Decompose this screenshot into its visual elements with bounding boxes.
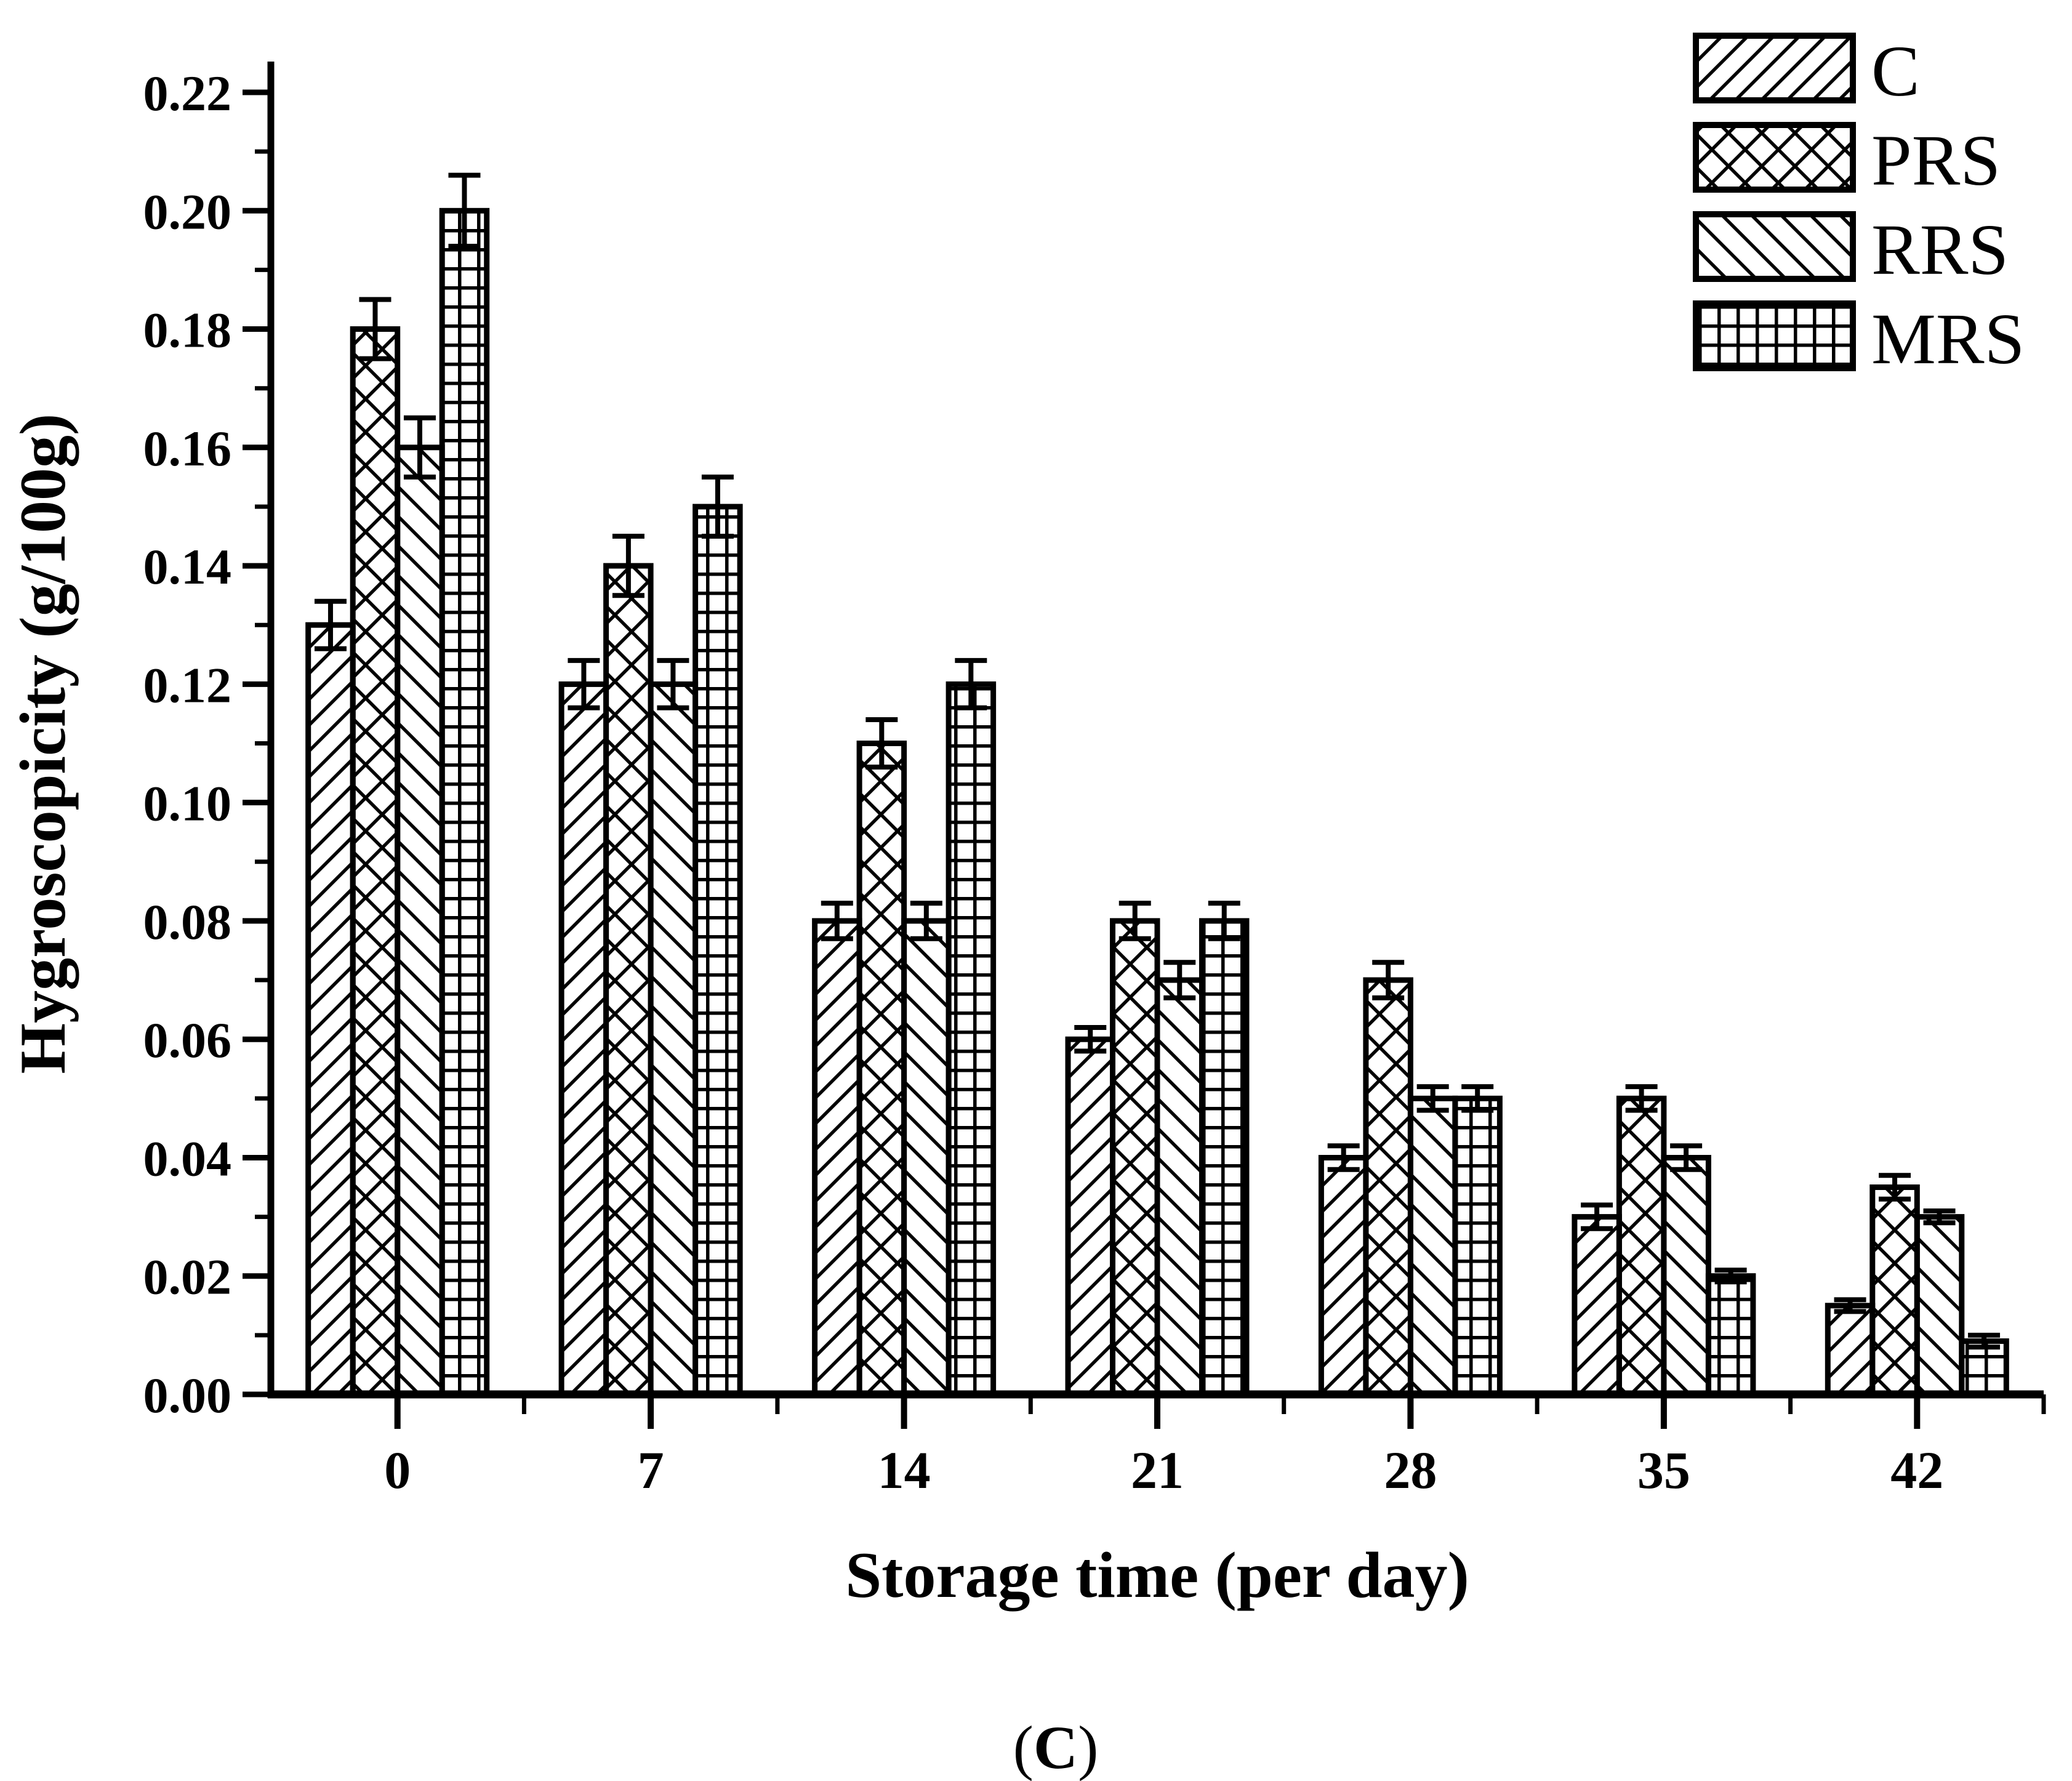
error-bar-PRS-day0 (359, 297, 392, 361)
error-bar-PRS-day35 (1625, 1084, 1658, 1113)
error-bar-MRS-day35 (1714, 1268, 1747, 1285)
bar-C-day0 (305, 622, 356, 1397)
legend-label-RRS: RRS (1871, 209, 2009, 290)
bar-C-day35 (1572, 1214, 1622, 1397)
error-bar-RRS-day0 (403, 415, 436, 480)
error-bar-C-day28 (1327, 1143, 1360, 1172)
bar-PRS-day14 (856, 741, 907, 1397)
x-axis-title: Storage time (per day) (845, 1539, 1469, 1611)
caption-part: C (1034, 1713, 1078, 1781)
bar-C-day42 (1825, 1303, 1876, 1397)
error-bar-MRS-day42 (1968, 1332, 2001, 1350)
bar-MRS-day28 (1452, 1095, 1503, 1397)
legend-swatch-C (1693, 33, 1856, 103)
bars-layer (305, 172, 2009, 1397)
error-bar-MRS-day21 (1208, 901, 1240, 941)
error-bar-RRS-day14 (910, 901, 942, 941)
legend-swatch-RRS (1693, 211, 1856, 282)
y-axis-title: Hygroscopicity (g/100g) (7, 414, 79, 1074)
x-tick-label: 35 (1637, 1441, 1690, 1500)
error-bar-C-day7 (568, 657, 600, 710)
error-bar-PRS-day7 (612, 534, 644, 598)
legend-label-C: C (1871, 31, 1920, 111)
bar-RRS-day0 (395, 444, 445, 1397)
y-tick-label: 0.20 (143, 183, 232, 239)
legend-swatch-MRS (1693, 300, 1856, 371)
error-bar-PRS-day28 (1372, 960, 1405, 1000)
y-tick-label: 0.06 (143, 1012, 232, 1068)
error-bar-PRS-day21 (1118, 901, 1151, 941)
y-tick-label: 0.10 (143, 776, 232, 832)
error-bar-RRS-day35 (1670, 1143, 1703, 1172)
error-bar-C-day42 (1834, 1297, 1866, 1314)
legend-label-MRS: MRS (1871, 299, 2025, 379)
y-tick-label: 0.02 (143, 1249, 232, 1305)
bar-MRS-day7 (693, 504, 743, 1397)
bar-C-day28 (1318, 1155, 1369, 1397)
x-tick-label: 21 (1131, 1441, 1184, 1500)
y-tick-label: 0.00 (143, 1367, 232, 1423)
error-bar-MRS-day0 (448, 172, 481, 249)
error-bar-C-day0 (314, 598, 347, 651)
legend-swatch-PRS (1693, 122, 1856, 193)
legend-item-MRS: MRS (1693, 299, 2025, 379)
error-bar-PRS-day42 (1879, 1173, 1911, 1202)
error-bar-MRS-day14 (955, 657, 987, 710)
figure-caption: (C) (1013, 1713, 1099, 1781)
bar-MRS-day0 (439, 207, 490, 1397)
error-bar-C-day21 (1074, 1025, 1107, 1054)
bar-PRS-day42 (1869, 1184, 1920, 1397)
x-tick-label: 42 (1890, 1441, 1943, 1500)
x-tick-label: 28 (1384, 1441, 1437, 1500)
legend-item-RRS: RRS (1693, 209, 2009, 290)
bar-PRS-day28 (1363, 977, 1413, 1397)
bar-C-day21 (1065, 1036, 1115, 1397)
bar-MRS-day21 (1199, 918, 1250, 1397)
y-tick-label: 0.08 (143, 894, 232, 950)
bar-MRS-day35 (1705, 1273, 1756, 1397)
error-bar-MRS-day7 (701, 474, 734, 539)
legend-item-C: C (1693, 31, 1920, 111)
y-tick-label: 0.14 (143, 539, 232, 595)
bar-RRS-day35 (1661, 1155, 1711, 1397)
bar-RRS-day21 (1154, 977, 1205, 1397)
bar-MRS-day14 (946, 681, 997, 1397)
y-tick-label: 0.18 (143, 302, 232, 358)
x-tick-label: 7 (638, 1441, 664, 1500)
error-bar-RRS-day7 (657, 657, 689, 710)
bar-C-day7 (558, 681, 609, 1397)
caption-part: ) (1078, 1713, 1098, 1781)
legend-label-PRS: PRS (1871, 120, 2001, 201)
error-bar-MRS-day28 (1461, 1084, 1494, 1113)
error-bar-RRS-day21 (1163, 960, 1196, 1000)
y-tick-label: 0.04 (143, 1131, 232, 1187)
error-bar-C-day14 (821, 901, 853, 941)
caption-part: ( (1013, 1713, 1034, 1781)
error-bar-RRS-day28 (1416, 1084, 1449, 1113)
x-tick-label: 14 (878, 1441, 931, 1500)
bar-RRS-day42 (1914, 1214, 1965, 1397)
x-tick-label: 0 (384, 1441, 411, 1500)
bar-RRS-day7 (648, 681, 699, 1397)
bar-RRS-day14 (901, 918, 952, 1397)
bar-PRS-day35 (1616, 1095, 1667, 1397)
error-bar-PRS-day14 (865, 717, 898, 770)
y-tick-label: 0.12 (143, 657, 232, 713)
legend-item-PRS: PRS (1693, 120, 2001, 201)
bar-C-day14 (812, 918, 862, 1397)
axes-layer: 0.00 0.02 0.04 0.06 0.08 0.10 0.12 0.14 0.16 0.18… (143, 62, 2046, 1500)
bar-PRS-day0 (350, 326, 401, 1397)
error-bar-C-day35 (1581, 1202, 1613, 1231)
bar-RRS-day28 (1407, 1095, 1458, 1397)
y-tick-label: 0.22 (143, 65, 232, 121)
y-tick-label: 0.16 (143, 420, 232, 476)
bar-PRS-day21 (1110, 918, 1160, 1397)
error-bar-RRS-day42 (1923, 1208, 1956, 1226)
bar-PRS-day7 (603, 563, 654, 1397)
